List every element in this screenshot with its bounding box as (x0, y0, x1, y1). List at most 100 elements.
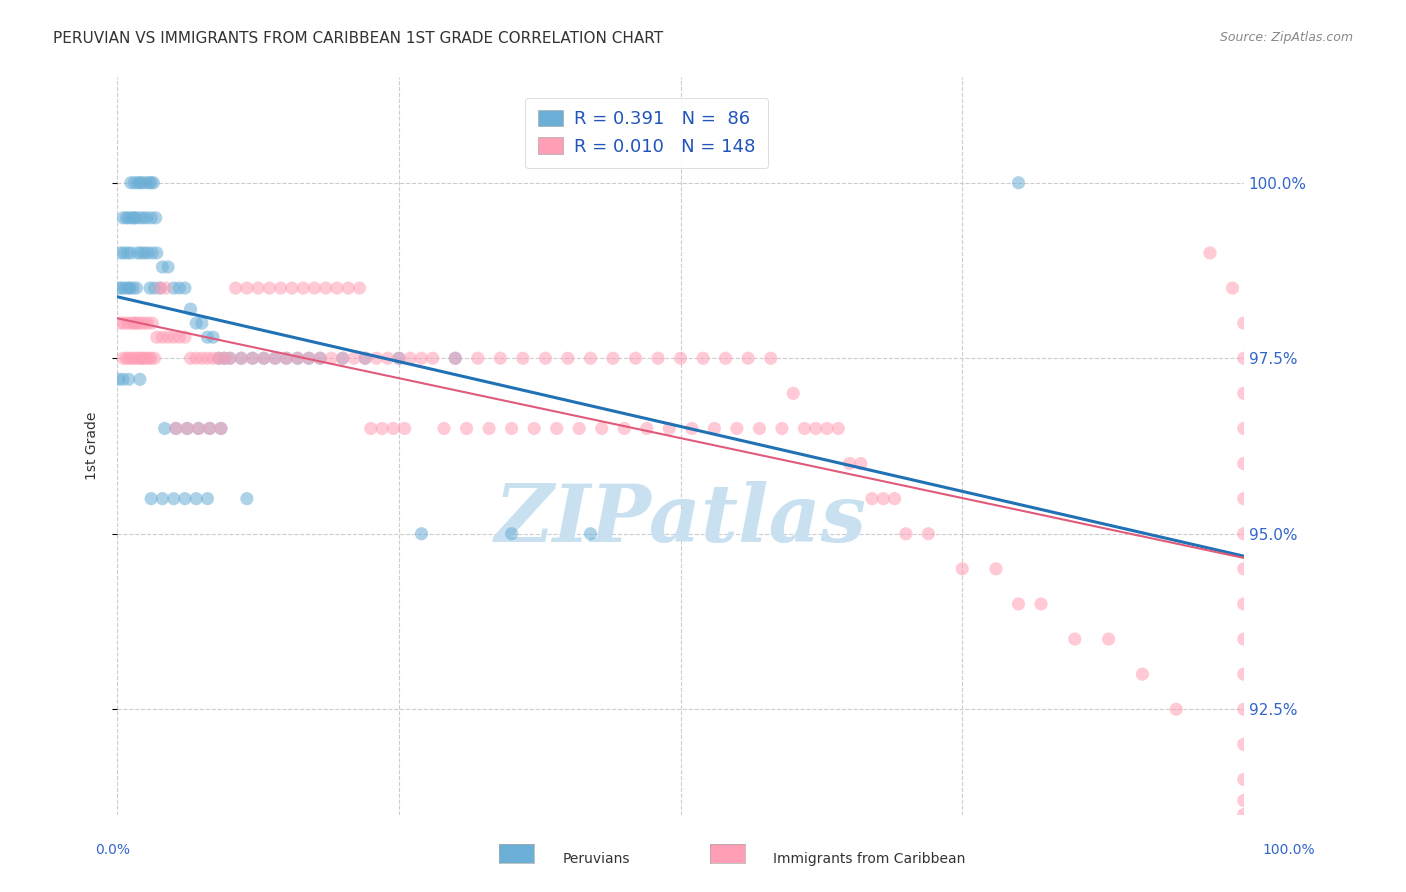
Point (124, 211, 146, 225)
Point (129, 246, 152, 260)
Point (141, 316, 163, 330)
Point (114, 281, 136, 295)
Point (117, 351, 139, 366)
Point (141, 351, 163, 366)
Point (1233, 457, 1256, 471)
Point (115, 211, 138, 225)
Point (636, 421, 658, 435)
Point (1063, 632, 1085, 646)
Point (264, 351, 287, 366)
Point (681, 421, 703, 435)
Point (1199, 246, 1222, 260)
Point (411, 351, 433, 366)
Point (191, 351, 214, 366)
Text: Source: ZipAtlas.com: Source: ZipAtlas.com (1219, 31, 1353, 45)
Point (143, 281, 166, 295)
Point (270, 281, 292, 295)
Point (1222, 281, 1244, 295)
Point (1233, 526, 1256, 541)
Point (1166, 702, 1188, 716)
Point (214, 351, 236, 366)
Point (122, 281, 145, 295)
Point (309, 351, 332, 366)
Point (1233, 702, 1256, 716)
Point (579, 351, 602, 366)
Point (714, 351, 737, 366)
Point (984, 562, 1007, 576)
Point (136, 246, 159, 260)
Point (219, 351, 242, 366)
Point (478, 421, 501, 435)
Point (191, 316, 214, 330)
Point (129, 316, 152, 330)
Point (467, 351, 489, 366)
Point (152, 260, 174, 274)
Point (219, 351, 242, 366)
Point (120, 176, 142, 190)
Point (146, 330, 169, 344)
Point (253, 351, 276, 366)
Point (118, 281, 141, 295)
Point (534, 351, 557, 366)
Point (770, 421, 793, 435)
Point (112, 316, 135, 330)
Point (117, 316, 139, 330)
Point (1029, 597, 1052, 611)
Point (128, 211, 150, 225)
Text: Peruvians: Peruvians (562, 852, 630, 866)
Point (512, 351, 534, 366)
Point (134, 176, 156, 190)
Point (163, 281, 186, 295)
Point (122, 351, 145, 366)
Point (292, 281, 315, 295)
Text: 0.0%: 0.0% (96, 843, 131, 857)
Point (883, 491, 905, 506)
Point (174, 491, 197, 506)
Point (692, 351, 714, 366)
Point (110, 316, 132, 330)
Point (579, 526, 602, 541)
Point (647, 351, 669, 366)
Point (120, 316, 142, 330)
Point (111, 281, 134, 295)
Point (247, 281, 270, 295)
Point (287, 351, 309, 366)
Point (827, 421, 849, 435)
Point (354, 351, 377, 366)
Point (169, 281, 191, 295)
Point (1132, 667, 1154, 681)
Point (658, 421, 681, 435)
Point (180, 302, 202, 317)
Point (782, 386, 804, 401)
Point (163, 491, 186, 506)
Point (591, 421, 613, 435)
Point (669, 351, 692, 366)
Point (298, 351, 321, 366)
Point (264, 351, 287, 366)
Point (602, 351, 624, 366)
Point (187, 421, 209, 435)
Point (349, 281, 371, 295)
Point (489, 351, 512, 366)
Point (894, 526, 917, 541)
Point (1097, 632, 1119, 646)
Point (108, 281, 131, 295)
Point (236, 281, 259, 295)
Point (152, 491, 174, 506)
Point (759, 351, 782, 366)
Point (149, 281, 172, 295)
Point (111, 211, 134, 225)
Point (225, 281, 247, 295)
Point (411, 526, 433, 541)
Point (138, 351, 160, 366)
Point (198, 421, 221, 435)
Point (176, 421, 198, 435)
Point (343, 351, 366, 366)
Point (456, 421, 478, 435)
Point (157, 260, 180, 274)
Point (128, 176, 150, 190)
Point (1233, 667, 1256, 681)
Point (1233, 737, 1256, 751)
Point (165, 421, 187, 435)
Point (287, 351, 309, 366)
